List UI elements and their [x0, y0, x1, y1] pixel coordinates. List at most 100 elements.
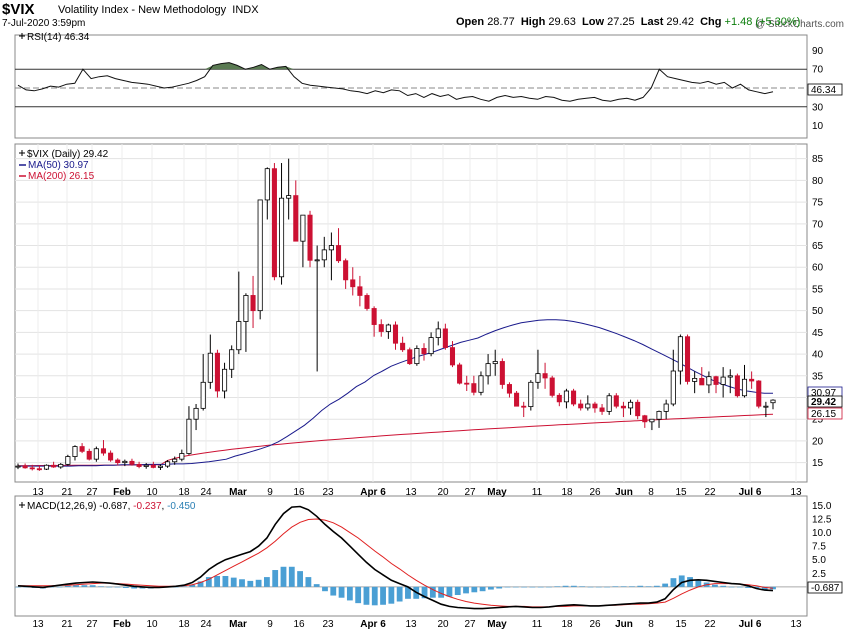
- x-tick-label-lower: 21: [61, 619, 73, 630]
- candle-body: [65, 456, 71, 465]
- x-tick-label-lower: 8: [648, 619, 654, 630]
- rsi-panel-frame: [14, 34, 808, 139]
- candle-body: [692, 377, 698, 382]
- chart-header: $VIX Volatility Index - New Methodology …: [0, 0, 850, 30]
- candle-body: [58, 463, 64, 468]
- macd-histogram-bar: [504, 586, 511, 588]
- candle-body: [713, 376, 719, 385]
- macd-tick-2.5: 2.5: [812, 569, 826, 580]
- macd-tick-7.5: 7.5: [812, 542, 826, 553]
- macd-histogram-bar: [521, 586, 528, 588]
- candle-body: [207, 352, 213, 383]
- macd-histogram-bar: [313, 584, 320, 587]
- candle-body: [535, 373, 541, 383]
- macd-histogram-bar: [554, 586, 561, 587]
- candle-body: [756, 380, 762, 407]
- x-tick-label-lower: Jul 6: [739, 619, 762, 630]
- macd-histogram-bar: [396, 586, 403, 602]
- macd-histogram-bar: [678, 575, 685, 587]
- x-tick-label-lower: 20: [437, 619, 449, 630]
- macd-histogram-bar: [662, 583, 669, 587]
- x-tick-label: 9: [267, 487, 273, 498]
- candle-body: [635, 401, 641, 417]
- macd-histogram-bar: [338, 586, 345, 598]
- rsi-legend: RSI(14) 46.34: [19, 32, 90, 43]
- macd-histogram-bar: [48, 586, 55, 588]
- candle-body: [613, 395, 619, 407]
- candle-body: [378, 324, 384, 332]
- x-tick-label: 16: [293, 487, 305, 498]
- macd-histogram-bar: [322, 586, 328, 592]
- macd-histogram-bar: [263, 577, 270, 587]
- macd-value-label: -0.687: [811, 583, 840, 594]
- macd-histogram-bar: [346, 586, 353, 601]
- candle-body: [749, 378, 755, 382]
- macd-histogram-bar: [181, 586, 187, 587]
- candle-body: [464, 382, 470, 385]
- macd-histogram-bar: [388, 586, 395, 604]
- open-label: Open: [456, 16, 485, 28]
- candle-body: [179, 453, 185, 460]
- high-value: 29.63: [548, 16, 576, 28]
- macd-histogram-bar: [131, 586, 138, 589]
- x-tick-label: 10: [146, 487, 158, 498]
- candle-body: [371, 308, 377, 325]
- rsi-value-box: 46.34: [807, 83, 843, 96]
- candle-body: [172, 458, 178, 463]
- macd-histogram-bar: [720, 585, 727, 587]
- candle-body: [428, 337, 434, 355]
- macd-histogram-bar: [222, 576, 229, 587]
- x-tick-label: 13: [405, 487, 417, 498]
- security-name-text: Volatility Index - New Methodology: [58, 4, 227, 16]
- price-tick-40: 40: [812, 350, 824, 361]
- macd-histogram-bar: [728, 586, 735, 588]
- rsi-value-label: 46.34: [811, 85, 836, 96]
- macd-panel-frame: [14, 495, 808, 617]
- price-legend-vix: $VIX (Daily) 29.42: [27, 149, 109, 160]
- macd-histogram-bar: [330, 586, 337, 596]
- candle-body: [542, 373, 548, 379]
- candle-body: [108, 452, 114, 461]
- price-tick-75: 75: [812, 198, 824, 209]
- candle-body: [571, 390, 577, 405]
- x-tick-label-lower: 27: [464, 619, 476, 630]
- macd-histogram-bar: [89, 585, 96, 587]
- macd-histogram-bar: [645, 586, 652, 587]
- x-tick-label: 15: [675, 487, 687, 498]
- candle-body: [628, 401, 634, 409]
- price-legend-ma200: MA(200) 26.15: [28, 171, 95, 182]
- candle-body: [72, 446, 78, 457]
- candle-body: [321, 249, 327, 261]
- macd-histogram-bar: [587, 586, 594, 588]
- candle-body: [499, 361, 505, 385]
- candle-body: [186, 418, 192, 454]
- candle-body: [492, 361, 498, 365]
- x-tick-label: 13: [32, 487, 44, 498]
- candle-body: [485, 363, 491, 377]
- macd-histogram-bar: [56, 586, 63, 588]
- macd-histogram-bar: [64, 585, 71, 587]
- last-value-label: 29.42: [811, 397, 836, 408]
- x-tick-label: 27: [464, 487, 476, 498]
- candle-body: [286, 195, 292, 199]
- candle-body: [343, 260, 349, 281]
- candle-body: [514, 392, 520, 407]
- last-value: 29.42: [666, 16, 694, 28]
- candle-body: [663, 403, 669, 412]
- macd-histogram-bar: [280, 566, 287, 587]
- candle-body: [364, 295, 370, 309]
- candle-body: [293, 195, 299, 242]
- ohlc-summary: Open 28.77 High 29.63 Low 27.25 Last 29.…: [456, 16, 800, 28]
- ma200-value-box: [807, 407, 843, 420]
- price-tick-15: 15: [812, 458, 824, 469]
- macd-histogram-bar: [380, 586, 386, 605]
- timestamp: 7-Jul-2020 3:59pm: [2, 18, 86, 29]
- macd-histogram-bar: [247, 580, 254, 587]
- candle-body: [165, 461, 171, 467]
- macd-histogram-bar: [512, 586, 519, 588]
- macd-histogram-bar: [438, 586, 445, 598]
- price-value-boxes: 30.97 29.42 26.15: [807, 386, 843, 420]
- candle-body: [670, 370, 676, 405]
- macd-histogram-bar: [712, 584, 718, 587]
- x-tick-label-lower: 15: [675, 619, 687, 630]
